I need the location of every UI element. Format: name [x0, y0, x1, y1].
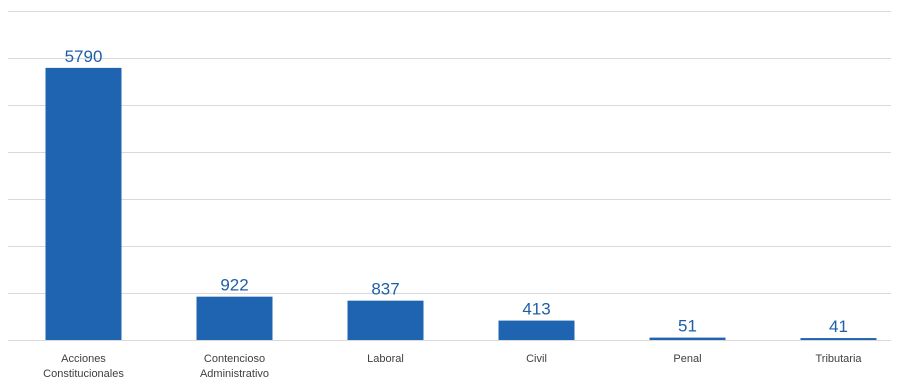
data-label: 41 [829, 317, 848, 336]
bar-civil [498, 320, 575, 340]
category-label: Contencioso Administrativo [200, 353, 269, 380]
data-label: 51 [678, 317, 697, 336]
value-labels: 5790 922 837 413 51 41 [65, 47, 848, 336]
category-label: Civil [526, 353, 547, 365]
bar-contencioso-administrativo [196, 296, 273, 340]
bar-laboral [347, 300, 424, 340]
bar-penal [649, 337, 726, 340]
data-label: 413 [522, 300, 550, 319]
data-label: 837 [371, 280, 399, 299]
data-label: 922 [220, 276, 248, 295]
category-label: Laboral [367, 353, 404, 365]
category-label: Acciones Constitucionales [43, 353, 124, 380]
category-labels: Acciones Constitucionales Contencioso Admin… [43, 353, 862, 380]
category-label: Penal [673, 353, 701, 365]
data-label: 5790 [65, 47, 103, 66]
bar-tributaria [800, 338, 877, 340]
gridlines [8, 11, 891, 341]
category-label: Tributaria [815, 353, 862, 365]
bar-acciones-constitucionales [45, 67, 122, 341]
bars [45, 67, 877, 341]
